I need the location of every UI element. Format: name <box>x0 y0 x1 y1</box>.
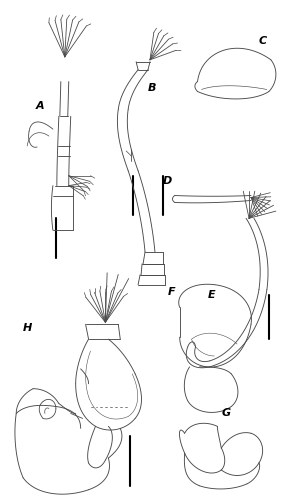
Text: E: E <box>207 290 215 300</box>
Text: B: B <box>148 84 157 94</box>
Text: A: A <box>36 102 45 112</box>
Text: C: C <box>259 36 267 46</box>
Text: G: G <box>221 408 230 418</box>
Text: H: H <box>23 323 32 333</box>
Text: D: D <box>163 176 172 186</box>
Text: F: F <box>168 286 176 296</box>
